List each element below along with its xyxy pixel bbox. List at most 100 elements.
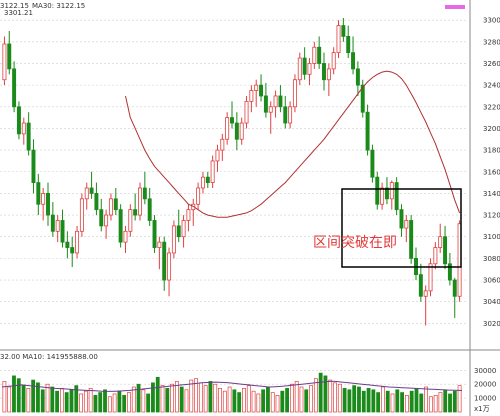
candle-body bbox=[36, 182, 41, 205]
candle-body bbox=[370, 149, 375, 178]
volume-bar bbox=[328, 379, 333, 413]
candle-body bbox=[142, 187, 147, 200]
volume-bar bbox=[45, 383, 50, 413]
volume-bar bbox=[69, 389, 74, 413]
volume-bar bbox=[318, 372, 323, 413]
volume-bar bbox=[2, 381, 7, 413]
volume-bar bbox=[36, 382, 40, 413]
volume-bar bbox=[208, 381, 213, 413]
volume-bar bbox=[361, 390, 366, 413]
candle-body bbox=[249, 90, 254, 102]
volume-bar bbox=[337, 383, 342, 413]
candle-body bbox=[351, 52, 356, 70]
volume-bar bbox=[381, 386, 385, 413]
price-tick-label: 3200 bbox=[483, 125, 500, 133]
candle-body bbox=[438, 236, 443, 248]
candle-body bbox=[176, 225, 181, 238]
volume-bar bbox=[131, 386, 136, 413]
candle-body bbox=[447, 263, 452, 281]
volume-bar bbox=[74, 385, 79, 413]
ma30-header: MA30: 3122.15 bbox=[32, 2, 85, 10]
candle-body bbox=[171, 225, 176, 254]
volume-bar bbox=[203, 385, 208, 413]
candle-body bbox=[452, 279, 457, 297]
volume-bar bbox=[93, 394, 98, 413]
volume-bar bbox=[170, 383, 175, 413]
candle-body bbox=[108, 198, 113, 216]
candle-body bbox=[215, 149, 220, 162]
candle-body bbox=[94, 193, 99, 211]
volume-bar bbox=[313, 378, 318, 413]
price-tick-label: 3260 bbox=[483, 60, 500, 68]
volume-bar bbox=[103, 389, 107, 413]
candle-body bbox=[317, 46, 322, 64]
volume-bar bbox=[59, 388, 64, 413]
price-tick-label: 3060 bbox=[483, 277, 500, 285]
volume-bar bbox=[275, 394, 280, 413]
volume-bar bbox=[40, 389, 45, 413]
candle-body bbox=[196, 187, 201, 205]
volume-bar bbox=[443, 389, 448, 413]
volume-tick-label: 30000 bbox=[474, 367, 496, 375]
candle-body bbox=[75, 230, 80, 254]
volume-bar bbox=[227, 386, 232, 413]
volume-bar bbox=[352, 385, 357, 413]
candle-body bbox=[234, 122, 239, 140]
volume-bar bbox=[7, 386, 12, 413]
volume-bar bbox=[385, 390, 390, 413]
volume-bar bbox=[333, 382, 337, 413]
volume-bar bbox=[347, 389, 352, 413]
volume-tick-label: 20000 bbox=[474, 381, 496, 389]
volume-bar bbox=[309, 385, 313, 413]
volume-bar bbox=[266, 386, 270, 413]
volume-bar bbox=[198, 382, 203, 413]
candle-body bbox=[404, 220, 409, 229]
candle-body bbox=[162, 241, 167, 281]
volume-bar bbox=[50, 386, 55, 413]
candle-body bbox=[312, 46, 317, 64]
volume-bar bbox=[194, 378, 198, 413]
candle-body bbox=[346, 36, 351, 54]
candle-body bbox=[239, 122, 244, 140]
volume-bar bbox=[174, 381, 179, 413]
volume-bar bbox=[448, 393, 452, 413]
candle-body bbox=[41, 193, 46, 205]
candle-body bbox=[384, 187, 389, 200]
candle-body bbox=[288, 106, 293, 124]
candle-body bbox=[104, 214, 109, 227]
candle-body bbox=[113, 198, 118, 211]
price-tick-label: 3080 bbox=[483, 255, 500, 263]
price-tick-label: 3240 bbox=[483, 82, 500, 90]
volume-bar bbox=[112, 393, 117, 413]
volume-bar bbox=[141, 389, 146, 413]
volume-bar bbox=[395, 389, 400, 413]
volume-bar bbox=[285, 388, 290, 413]
candle-body bbox=[360, 84, 365, 113]
volume-bar bbox=[371, 389, 376, 413]
candle-body bbox=[263, 95, 268, 113]
price-tick-label: 3220 bbox=[483, 103, 500, 111]
volume-bar bbox=[16, 378, 21, 413]
candle-body bbox=[225, 117, 230, 140]
volume-bar bbox=[12, 375, 16, 413]
candle-body bbox=[220, 138, 225, 151]
volume-bar bbox=[251, 390, 256, 413]
price-grid bbox=[0, 19, 468, 324]
volume-bar bbox=[366, 388, 371, 413]
candle-body bbox=[244, 100, 249, 124]
volume-bar bbox=[280, 390, 285, 413]
candle-body bbox=[157, 241, 162, 248]
candle-body bbox=[259, 84, 264, 97]
candle-body bbox=[50, 214, 55, 232]
volume-bar bbox=[289, 383, 294, 413]
candle-body bbox=[399, 209, 404, 229]
volume-tick-label: 10000 bbox=[474, 395, 496, 403]
candle-body bbox=[254, 84, 259, 91]
candle-body bbox=[21, 122, 26, 135]
candle-body bbox=[31, 149, 36, 183]
candle-body bbox=[147, 198, 152, 221]
volume-bar bbox=[299, 386, 304, 413]
pink-marker bbox=[445, 5, 465, 9]
volume-bar bbox=[428, 396, 433, 413]
